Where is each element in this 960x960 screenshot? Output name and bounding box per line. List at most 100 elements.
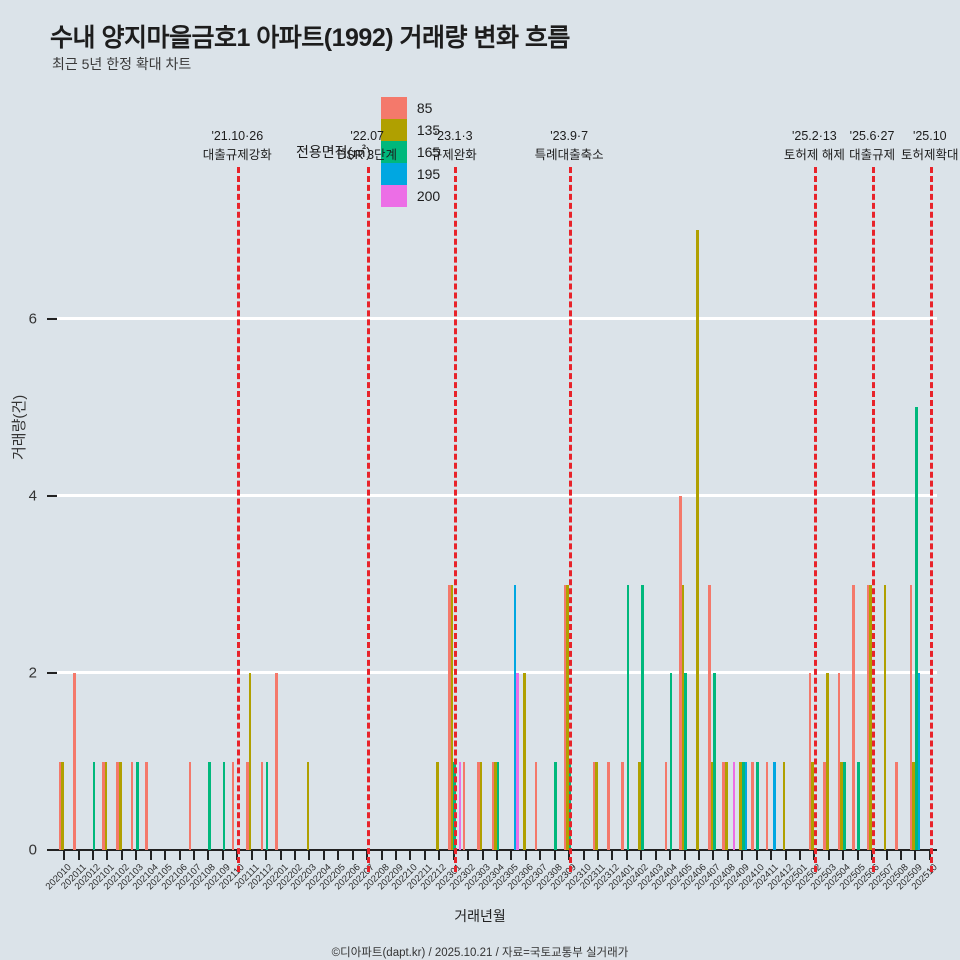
bar[interactable] [246,761,249,850]
bar[interactable] [837,673,841,850]
bar[interactable] [883,584,887,850]
bar[interactable] [450,584,454,850]
bar[interactable] [516,673,519,850]
legend-item-200[interactable]: 200 [380,185,452,207]
bar[interactable] [765,761,769,850]
bar[interactable] [458,761,462,850]
x-tick-mark [308,851,311,860]
bar[interactable] [188,761,192,850]
bar[interactable] [496,761,500,850]
bar[interactable] [462,761,466,850]
bar[interactable] [222,761,226,850]
x-tick-mark [294,851,297,860]
bar[interactable] [739,761,742,850]
bar[interactable] [909,584,913,850]
bar[interactable] [554,761,558,850]
bar[interactable] [265,761,269,850]
bar[interactable] [306,761,310,850]
legend-item-165[interactable]: 165 [380,141,452,163]
bar[interactable] [479,761,483,850]
bar[interactable] [621,761,624,850]
bar[interactable] [534,761,538,850]
bar[interactable] [102,761,105,850]
x-tick-mark [856,851,859,860]
bar[interactable] [640,584,644,850]
bar[interactable] [842,761,846,850]
bar[interactable] [513,584,517,850]
x-tick-mark [120,851,123,860]
bar[interactable] [208,761,211,850]
bar[interactable] [436,761,439,850]
bar[interactable] [136,761,139,850]
bar[interactable] [751,761,754,850]
bar[interactable] [684,673,687,850]
bar[interactable] [696,230,699,850]
x-tick-mark [92,851,95,860]
bar[interactable] [741,761,745,850]
bar[interactable] [895,761,899,850]
bar[interactable] [679,495,682,850]
bar[interactable] [58,761,62,850]
bar[interactable] [866,584,870,850]
event-label: '23.1·3 규제완화 [431,127,477,165]
bar[interactable] [130,761,134,850]
bar[interactable] [119,761,122,850]
x-tick-mark [106,851,109,860]
bar[interactable] [92,761,96,850]
bar[interactable] [915,407,918,850]
bar[interactable] [638,761,641,850]
legend-item-195[interactable]: 195 [380,163,452,185]
bar[interactable] [73,673,76,850]
bar[interactable] [681,584,685,850]
x-tick-mark [553,851,556,860]
event-marker-line [569,167,573,872]
bar[interactable] [773,761,776,850]
bar[interactable] [563,584,567,850]
bar[interactable] [912,761,916,850]
bar[interactable] [231,761,235,850]
bar[interactable] [811,761,815,850]
bar[interactable] [732,761,736,850]
x-tick-mark [625,851,628,860]
bar[interactable] [857,761,860,850]
bar[interactable] [104,761,108,850]
event-label: '21.10·26 대출규제강화 [203,127,272,165]
bar[interactable] [917,673,921,850]
bar[interactable] [494,761,497,850]
bar[interactable] [626,584,630,850]
bar[interactable] [756,761,759,850]
bar[interactable] [595,761,598,850]
bar[interactable] [522,673,526,850]
bar[interactable] [61,761,64,850]
bar[interactable] [724,761,728,850]
x-tick-mark [250,851,253,860]
bar[interactable] [710,761,714,850]
bar[interactable] [275,673,278,850]
bar[interactable] [477,761,480,850]
bar[interactable] [869,584,872,850]
bar[interactable] [744,761,748,850]
bar[interactable] [592,761,596,850]
bar[interactable] [808,673,812,850]
bar[interactable] [669,673,673,850]
bar[interactable] [707,584,711,850]
bar[interactable] [664,761,668,850]
bar[interactable] [491,761,495,850]
bar[interactable] [825,673,829,850]
bar[interactable] [852,584,855,850]
bar[interactable] [448,584,451,850]
bar[interactable] [823,761,826,850]
bar[interactable] [713,673,716,850]
legend-item-85[interactable]: 85 [380,97,452,119]
bar[interactable] [260,761,264,850]
bar[interactable] [782,761,786,850]
bar[interactable] [722,761,725,850]
legend-item-135[interactable]: 135 [380,119,452,141]
bar[interactable] [840,761,843,850]
bar[interactable] [116,761,120,850]
event-date: '23.9·7 [550,129,589,143]
bar[interactable] [606,761,610,850]
bar[interactable] [566,584,569,850]
bar[interactable] [145,761,148,850]
bar[interactable] [248,673,252,850]
